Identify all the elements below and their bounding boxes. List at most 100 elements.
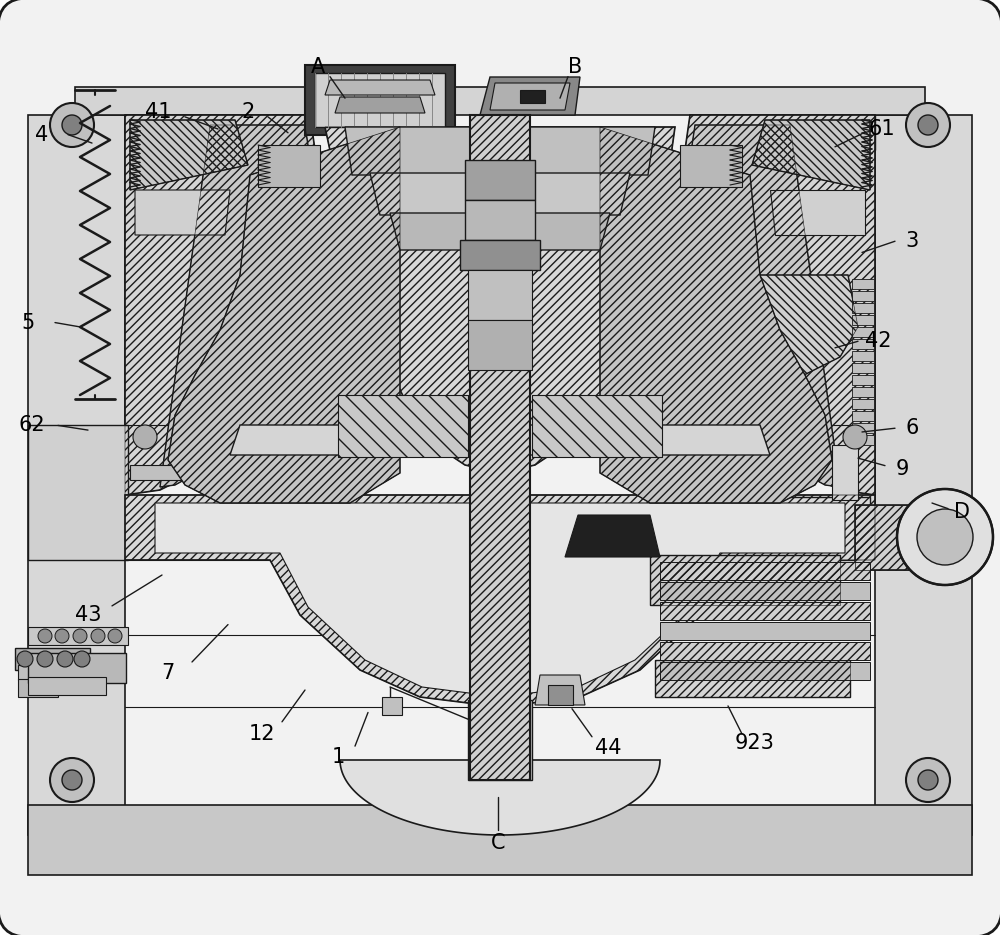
Text: 923: 923 — [735, 733, 775, 754]
Text: C: C — [491, 833, 505, 854]
Polygon shape — [752, 120, 870, 190]
Polygon shape — [532, 395, 662, 457]
Circle shape — [17, 651, 33, 667]
Bar — [548, 685, 573, 705]
Polygon shape — [155, 503, 845, 697]
Polygon shape — [855, 505, 965, 570]
Text: 42: 42 — [865, 331, 891, 352]
Polygon shape — [650, 555, 840, 605]
Circle shape — [897, 489, 993, 585]
Circle shape — [55, 629, 69, 643]
Polygon shape — [875, 115, 972, 835]
Polygon shape — [660, 582, 870, 600]
Text: 3: 3 — [905, 231, 919, 252]
Polygon shape — [770, 190, 865, 235]
Bar — [852, 435, 874, 445]
Bar — [852, 279, 874, 289]
Bar — [852, 363, 874, 373]
Polygon shape — [390, 213, 610, 250]
Polygon shape — [535, 675, 585, 705]
Polygon shape — [660, 622, 870, 640]
Text: 9: 9 — [895, 459, 909, 480]
Bar — [15, 648, 90, 670]
Text: B: B — [568, 57, 582, 78]
Polygon shape — [470, 115, 530, 780]
Polygon shape — [465, 200, 535, 240]
Circle shape — [37, 651, 53, 667]
Polygon shape — [920, 505, 970, 570]
Polygon shape — [520, 90, 545, 103]
Polygon shape — [160, 125, 315, 487]
Circle shape — [38, 629, 52, 643]
Circle shape — [91, 629, 105, 643]
Polygon shape — [460, 240, 540, 270]
Polygon shape — [325, 80, 435, 95]
Polygon shape — [655, 497, 870, 560]
Polygon shape — [370, 173, 630, 215]
Circle shape — [50, 103, 94, 147]
Polygon shape — [230, 425, 770, 455]
Bar — [852, 423, 874, 433]
Polygon shape — [480, 757, 520, 767]
Polygon shape — [660, 662, 870, 680]
Polygon shape — [125, 495, 875, 707]
Text: D: D — [954, 502, 970, 523]
Text: A: A — [311, 57, 325, 78]
Text: 41: 41 — [145, 102, 171, 122]
Bar — [852, 303, 874, 313]
Text: 61: 61 — [869, 119, 895, 139]
Polygon shape — [655, 660, 850, 697]
Polygon shape — [480, 77, 580, 115]
Polygon shape — [660, 602, 870, 620]
Polygon shape — [305, 65, 455, 135]
Polygon shape — [690, 115, 875, 150]
Text: 43: 43 — [75, 605, 101, 626]
Circle shape — [843, 425, 867, 449]
Circle shape — [917, 509, 973, 565]
Polygon shape — [680, 145, 742, 187]
Polygon shape — [660, 562, 870, 580]
Bar — [852, 351, 874, 361]
Circle shape — [73, 629, 87, 643]
Bar — [852, 387, 874, 397]
Text: 7: 7 — [161, 663, 175, 683]
Polygon shape — [28, 805, 972, 875]
Bar — [852, 375, 874, 385]
Bar — [852, 327, 874, 337]
Bar — [28, 653, 126, 683]
Bar — [28, 627, 128, 645]
Polygon shape — [75, 87, 925, 115]
Polygon shape — [28, 425, 128, 560]
Circle shape — [906, 758, 950, 802]
Bar — [852, 291, 874, 301]
Polygon shape — [130, 465, 185, 480]
Polygon shape — [325, 127, 675, 473]
Polygon shape — [740, 275, 858, 380]
Text: 5: 5 — [21, 312, 35, 333]
Polygon shape — [338, 395, 468, 457]
Bar — [28, 677, 106, 695]
Circle shape — [918, 770, 938, 790]
Circle shape — [62, 770, 82, 790]
Text: 1: 1 — [331, 747, 345, 768]
Polygon shape — [168, 127, 400, 503]
Bar — [468, 700, 532, 780]
Polygon shape — [680, 115, 875, 495]
Polygon shape — [28, 115, 125, 835]
Circle shape — [57, 651, 73, 667]
Bar — [852, 411, 874, 421]
Polygon shape — [565, 515, 660, 557]
Circle shape — [918, 115, 938, 135]
Polygon shape — [468, 270, 532, 320]
Polygon shape — [490, 83, 570, 110]
Bar — [852, 399, 874, 409]
Bar — [852, 315, 874, 325]
Text: 2: 2 — [241, 102, 255, 122]
Polygon shape — [130, 120, 248, 190]
Text: 62: 62 — [19, 415, 45, 436]
Circle shape — [133, 425, 157, 449]
Circle shape — [74, 651, 90, 667]
Polygon shape — [832, 445, 858, 500]
Bar — [18, 679, 58, 697]
Polygon shape — [345, 127, 655, 175]
